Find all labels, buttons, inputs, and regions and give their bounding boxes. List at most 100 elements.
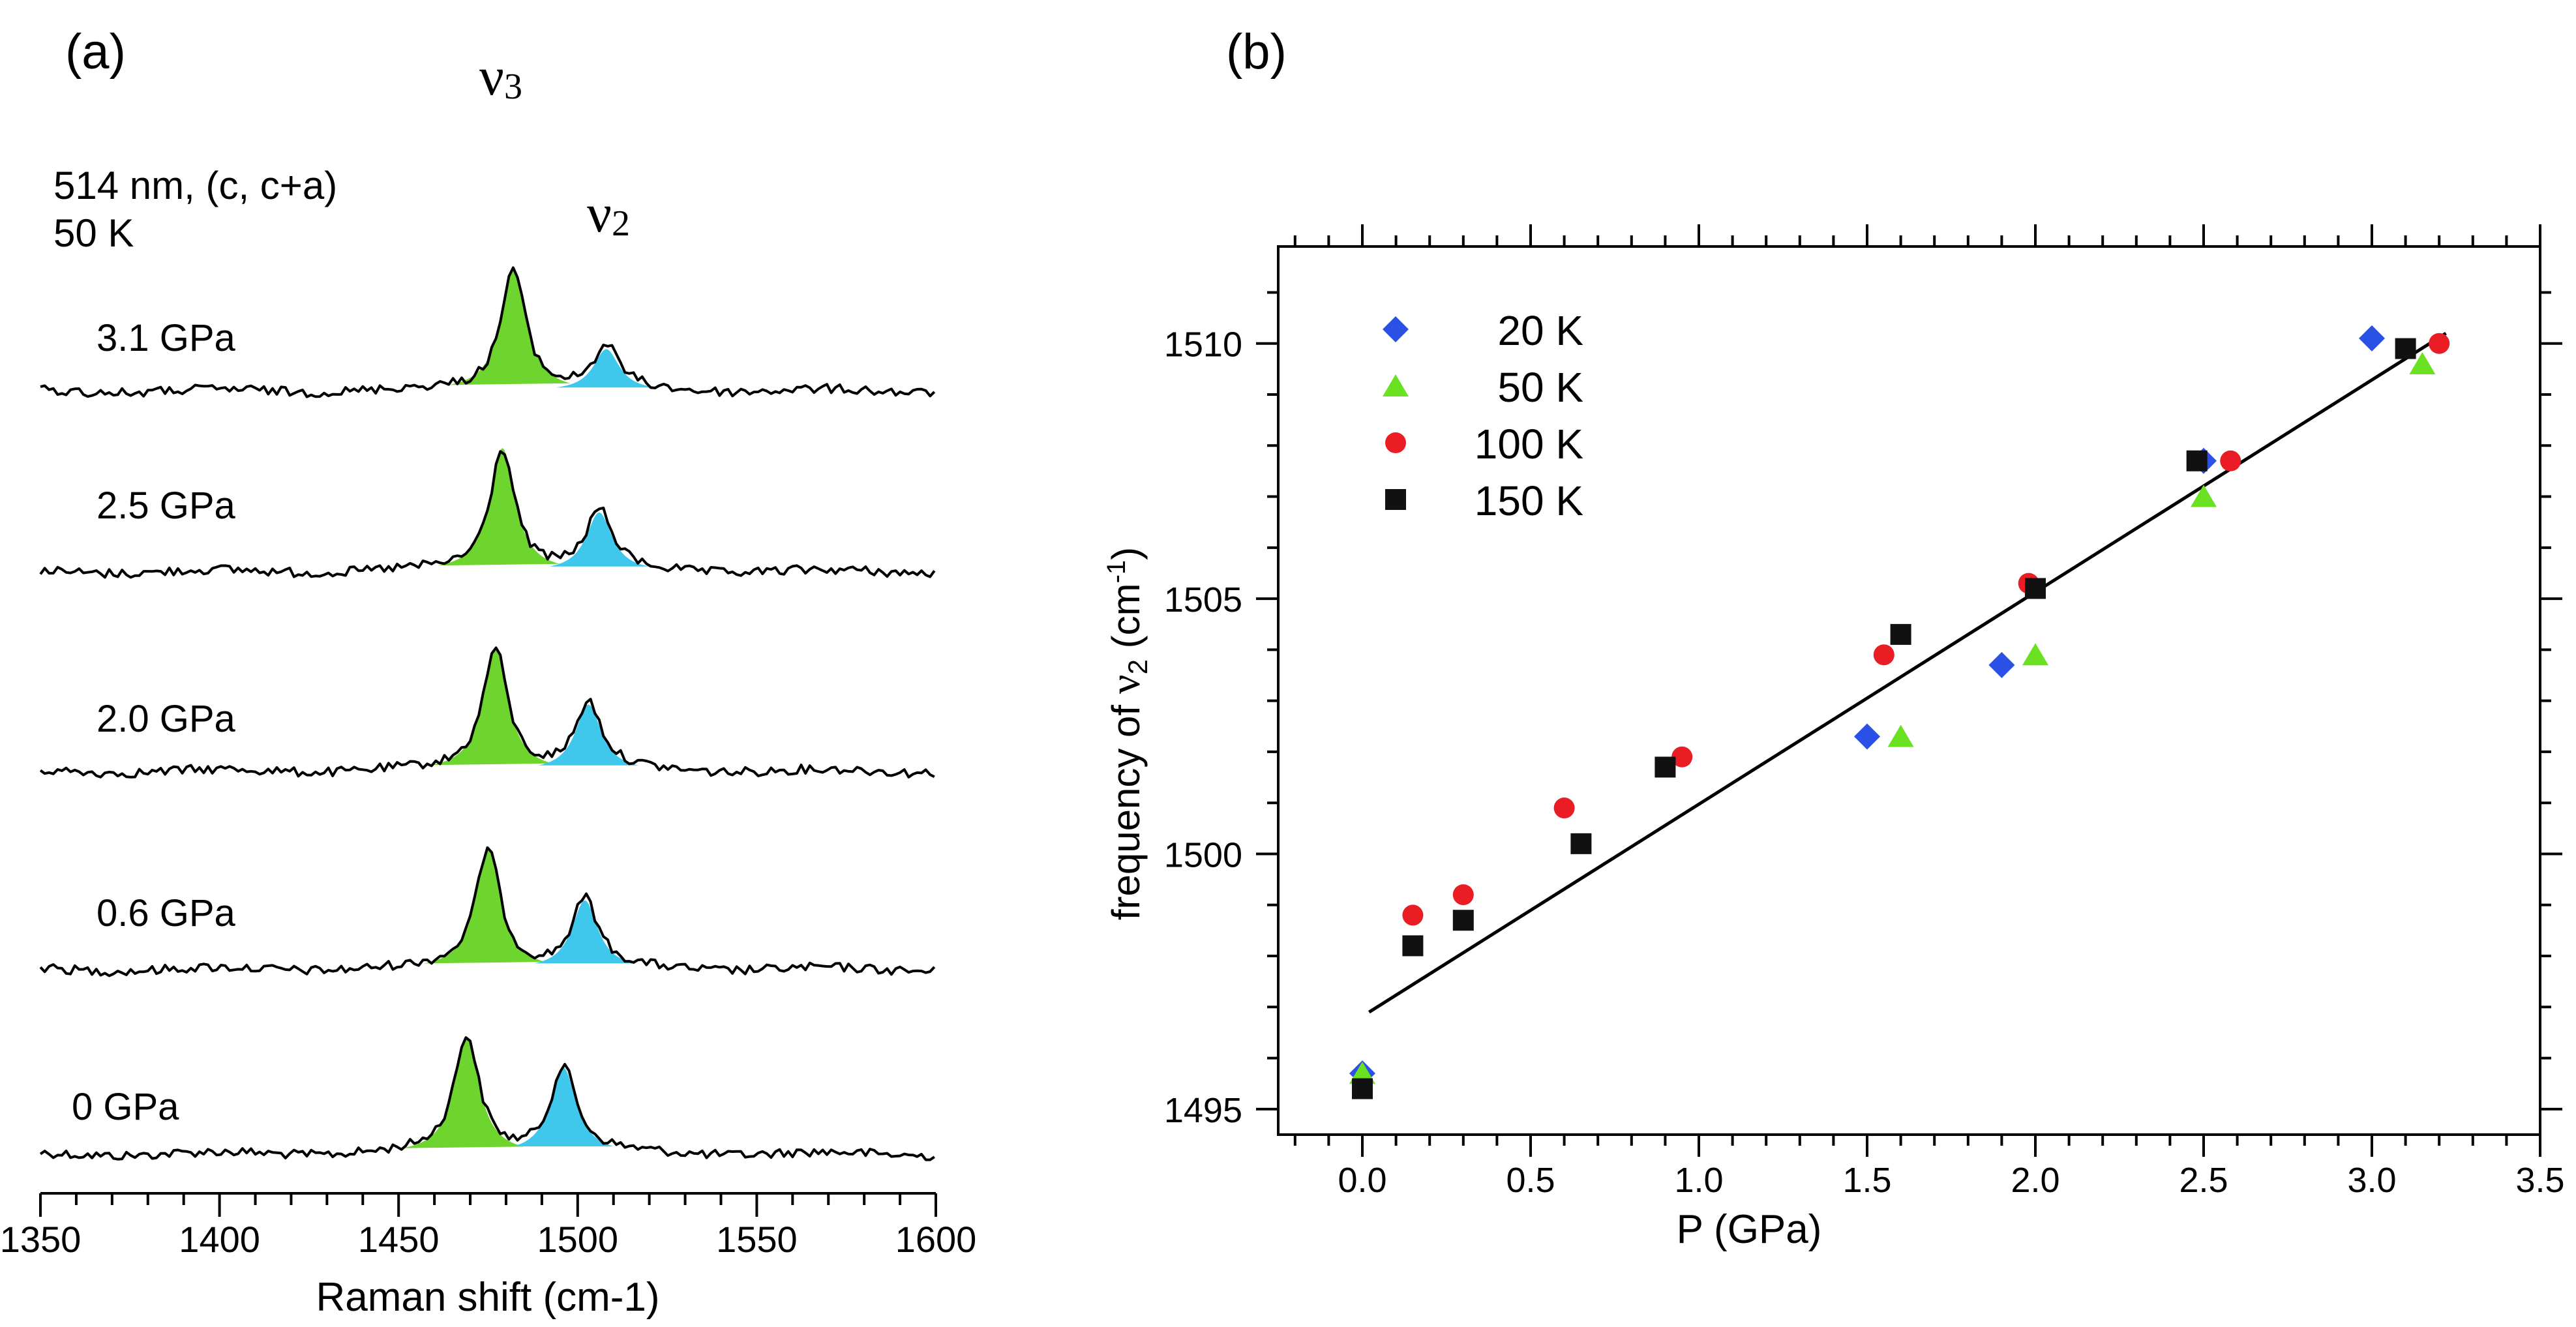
x-axis-ticks-a: 1350 1400 1450 1500 1550 1600	[0, 1193, 976, 1260]
conditions-line-1: 514 nm, (c, c+a)	[53, 164, 337, 207]
y-tick-label-b: 1505	[1164, 580, 1242, 619]
point-20-k	[1854, 723, 1880, 750]
legend-label: 50 K	[1497, 364, 1583, 411]
point-100-k	[1553, 798, 1575, 819]
y-title-mid: (cm	[1104, 583, 1148, 659]
legend: 20 K 50 K 100 K 150 K	[1383, 307, 1583, 524]
v3-peak-fill	[438, 448, 560, 566]
spectrum-4: 3.1 GPa	[40, 266, 936, 398]
v3-peak-fill	[423, 848, 546, 964]
y-title-pre: frequency of	[1104, 694, 1148, 920]
axis-ticks-b: 0.0 0.5 1.0 1.5 2.0 2.5 3.0 3.5 1495 1500 1505 1510	[1164, 224, 2565, 1200]
plot-frame-b	[1277, 245, 2541, 1136]
point-150-k	[1655, 756, 1676, 778]
point-20-k	[2359, 325, 2385, 351]
data-points-b	[1349, 325, 2450, 1099]
legend-marker	[1385, 432, 1406, 453]
v3-peak-fill	[402, 1036, 524, 1148]
legend-label: 20 K	[1497, 307, 1583, 354]
y-tick-label-b: 1495	[1164, 1091, 1242, 1130]
spectra-group: 0 GPa 0.6 GPa 2.0 GPa 2.5 GPa 3.1 GPa	[39, 266, 936, 1161]
point-100-k	[1873, 644, 1895, 666]
conditions-line-2: 50 K	[53, 211, 134, 255]
x-tick-label-b: 0.0	[1338, 1161, 1386, 1200]
v2-peak-fill	[556, 349, 657, 388]
v3-symbol: ν	[479, 46, 504, 107]
point-150-k	[2025, 578, 2046, 599]
y-title-sup: -1	[1102, 560, 1131, 584]
v3-peak-fill	[449, 267, 571, 385]
x-tick-label: 1500	[537, 1219, 619, 1260]
point-50-k	[2409, 352, 2436, 375]
spectrum-1: 0.6 GPa	[39, 846, 936, 977]
x-tick-label: 1400	[179, 1219, 260, 1260]
point-100-k	[2429, 333, 2450, 354]
point-100-k	[1452, 884, 1474, 906]
pressure-label: 3.1 GPa	[97, 317, 236, 359]
point-150-k	[1570, 833, 1592, 854]
v3-subscript: 3	[504, 67, 522, 107]
x-tick-label: 1600	[895, 1219, 977, 1260]
spectrum-2: 2.0 GPa	[39, 646, 935, 779]
v2-peak-fill	[548, 512, 650, 567]
y-tick-label-b: 1500	[1164, 835, 1242, 874]
v2-peak-fill	[538, 704, 639, 766]
peak-label-v3: ν3	[479, 46, 522, 107]
point-150-k	[1452, 910, 1474, 931]
panel-b-label: (b)	[1226, 24, 1287, 80]
panel-a-label: (a)	[65, 24, 126, 80]
peak-label-v2: ν2	[587, 183, 630, 244]
point-150-k	[1402, 935, 1424, 957]
y-axis-title-b: frequency of ν2 (cm-1)	[1101, 547, 1153, 920]
x-tick-label-b: 0.5	[1506, 1161, 1555, 1200]
pressure-label: 2.0 GPa	[97, 698, 236, 740]
point-150-k	[2186, 450, 2208, 471]
y-title-nu: ν	[1101, 674, 1149, 694]
x-tick-label: 1350	[0, 1219, 81, 1260]
point-150-k	[1352, 1078, 1373, 1099]
legend-marker	[1383, 374, 1409, 396]
y-title-post: )	[1104, 547, 1148, 560]
legend-label: 150 K	[1475, 477, 1583, 524]
spectrum-trace	[40, 266, 936, 398]
spectrum-trace	[39, 846, 936, 977]
x-tick-label: 1550	[716, 1219, 798, 1260]
spectrum-trace	[39, 450, 936, 579]
point-100-k	[1671, 746, 1693, 768]
point-50-k	[1887, 724, 1914, 747]
x-axis-title-b: P (GPa)	[1677, 1207, 1822, 1252]
pressure-label: 2.5 GPa	[97, 485, 236, 527]
v2-peak-fill	[513, 1067, 614, 1146]
v3-peak-fill	[430, 648, 553, 766]
legend-marker	[1383, 316, 1409, 342]
pressure-label: 0.6 GPa	[97, 892, 236, 934]
point-100-k	[1402, 904, 1424, 926]
linear-fit-line	[1368, 331, 2447, 1014]
spectrum-trace	[39, 646, 935, 779]
x-tick-label-b: 3.5	[2515, 1161, 2564, 1200]
v2-subscript: 2	[612, 203, 630, 244]
pressure-label: 0 GPa	[72, 1086, 179, 1128]
point-150-k	[1890, 623, 1911, 645]
spectrum-0: 0 GPa	[39, 1036, 935, 1161]
x-axis-title-a: Raman shift (cm-1)	[316, 1275, 659, 1320]
spectrum-trace	[39, 1036, 935, 1161]
point-100-k	[2220, 450, 2241, 471]
panel-a: (a) 514 nm, (c, c+a) 50 K ν3 ν2 0 GPa0.6…	[0, 24, 976, 1320]
x-tick-label-b: 1.0	[1674, 1161, 1723, 1200]
legend-marker	[1385, 489, 1406, 510]
v2-symbol: ν	[587, 183, 612, 244]
y-tick-label-b: 1510	[1164, 325, 1242, 365]
x-tick-label: 1450	[358, 1219, 440, 1260]
legend-label: 100 K	[1475, 421, 1583, 468]
v2-peak-fill	[534, 900, 635, 964]
point-150-k	[2395, 338, 2416, 359]
x-tick-label-b: 1.5	[1842, 1161, 1891, 1200]
panel-b: (b) 0.0 0.5 1.0 1.5 2.0 2.5 3.0 3.5 1495 1500 1505…	[1101, 24, 2565, 1252]
spectrum-3: 2.5 GPa	[39, 448, 936, 579]
point-50-k	[2191, 485, 2217, 507]
x-tick-label-b: 2.5	[2179, 1161, 2228, 1200]
x-tick-label-b: 3.0	[2347, 1161, 2396, 1200]
y-title-sub: 2	[1122, 659, 1153, 674]
